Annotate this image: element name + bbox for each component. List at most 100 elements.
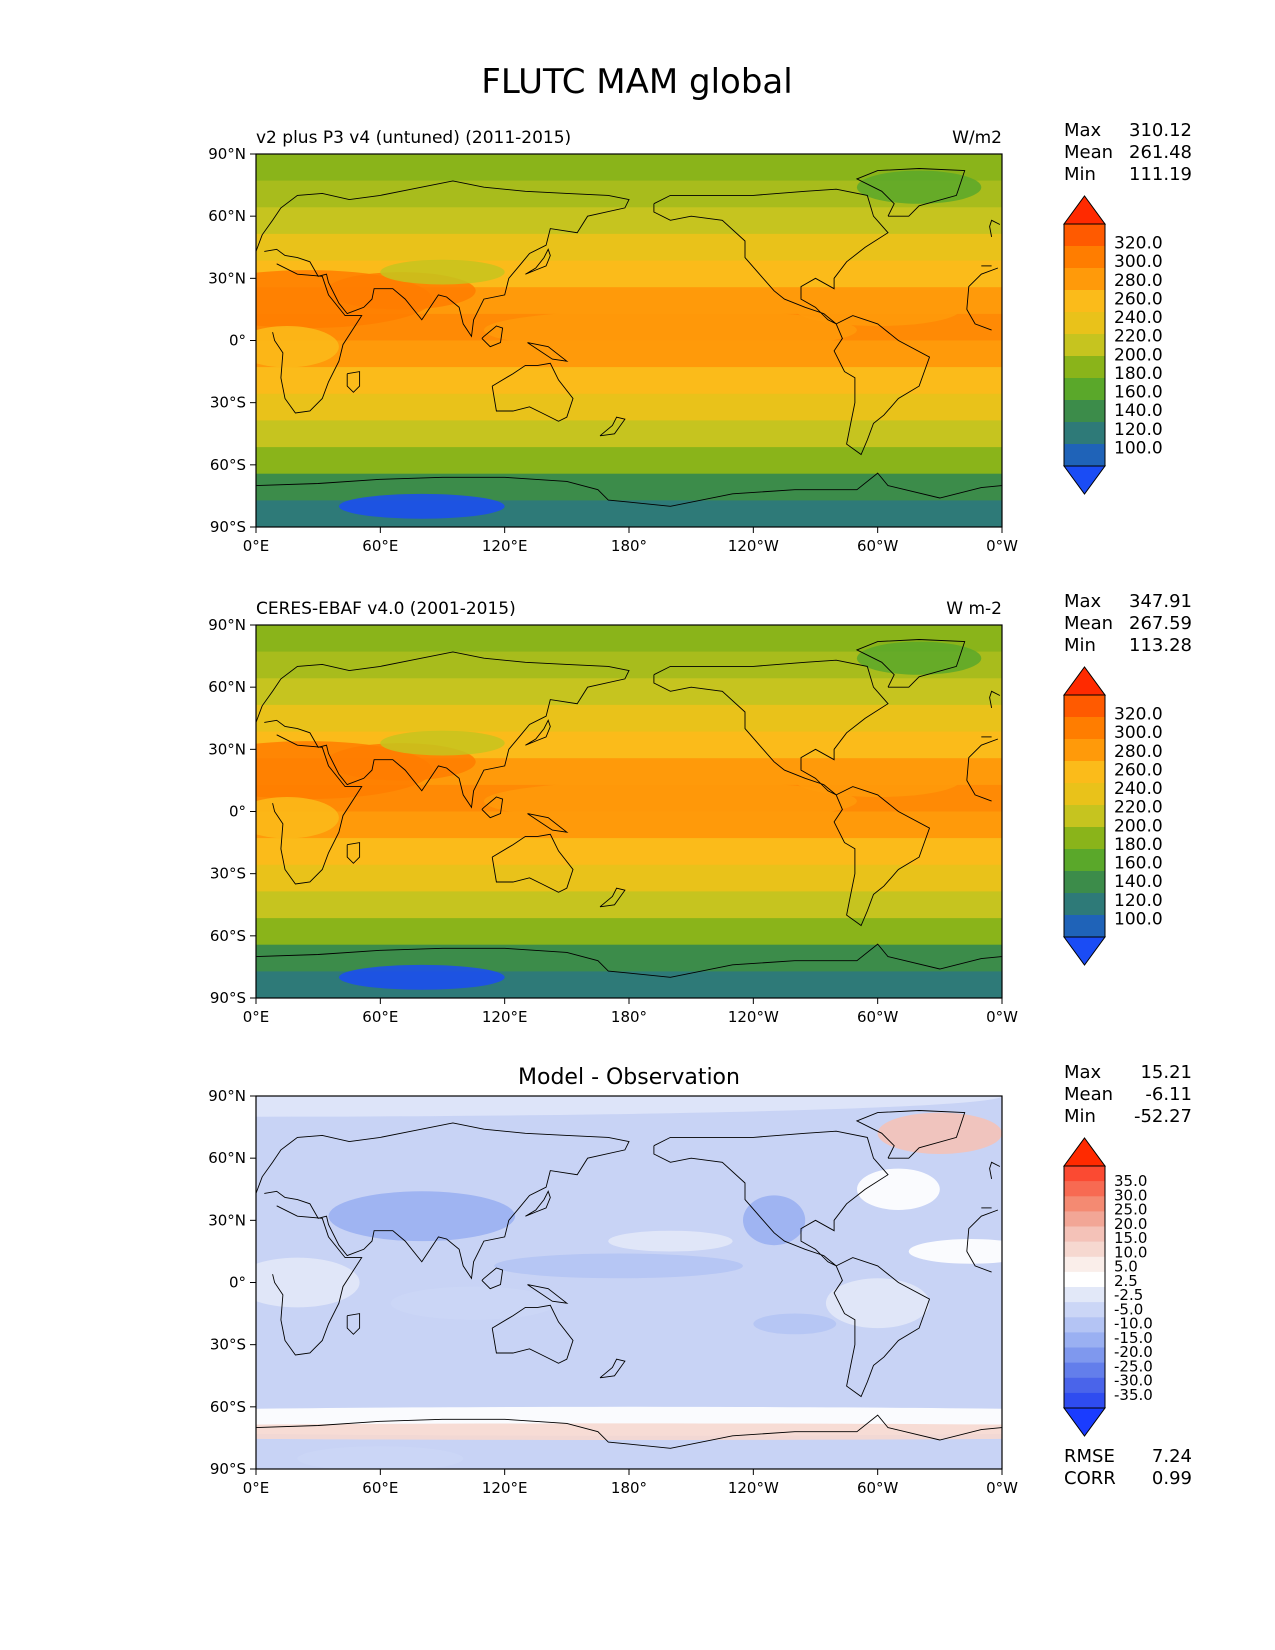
lon-tick-label: 120°E: [482, 1479, 528, 1497]
lat-tick-label: 60°N: [208, 207, 246, 225]
colorbar-extend-max: [1063, 666, 1106, 696]
lat-tick-label: 60°S: [210, 1398, 246, 1416]
colorbar-swatch: [1064, 312, 1105, 335]
stat-value: 261.48: [1129, 142, 1192, 163]
coastline: [481, 1267, 504, 1290]
colorbar-tick-label: 280.0: [1114, 271, 1163, 291]
panel-left-title: CERES-EBAF v4.0 (2001-2015): [256, 599, 516, 619]
coastline: [256, 651, 630, 809]
colorbar-tick-label: 2.5: [1114, 1272, 1138, 1290]
colorbar-tick-label: 180.0: [1114, 364, 1163, 384]
lat-tick-label: 0°: [229, 803, 246, 821]
lon-tick-label: 120°E: [482, 1008, 528, 1026]
colorbar-swatch: [1064, 849, 1105, 872]
field-feature: [794, 763, 961, 798]
colorbar-frame: [1063, 1165, 1106, 1409]
field-band: [256, 918, 1002, 946]
stat-label: Mean: [1064, 613, 1113, 634]
coastline: [527, 813, 569, 833]
lat-tick-label: 90°N: [208, 1087, 246, 1105]
colorbar-swatch: [1064, 334, 1105, 357]
coastline: [491, 1304, 574, 1364]
coastline: [272, 1205, 363, 1356]
lat-tick-label: 0°: [229, 1274, 246, 1292]
colorbar-tick-label: 180.0: [1114, 835, 1163, 855]
coastline: [966, 267, 999, 310]
field-feature: [743, 1195, 806, 1246]
lon-tick-label: 0°E: [243, 537, 270, 555]
field-band: [256, 944, 1002, 972]
coastline: [256, 180, 630, 338]
map-field: [256, 1096, 1002, 1469]
colorbar-swatch: [1064, 422, 1105, 445]
colorbar-tick-label: 30.0: [1114, 1186, 1147, 1204]
lat-tick-label: 30°S: [210, 394, 246, 412]
colorbar-tick-label: -15.0: [1114, 1329, 1153, 1347]
colorbar-tick-label: 140.0: [1114, 401, 1163, 421]
panels: v2 plus P3 v4 (untuned) (2011-2015) W/m2 9…: [208, 120, 1192, 1497]
colorbar-tick-label: -35.0: [1114, 1386, 1153, 1404]
lon-tick-label: 0°E: [243, 1008, 270, 1026]
colorbar-tick-label: 160.0: [1114, 383, 1163, 403]
coastline: [653, 188, 889, 325]
colorbar-swatch: [1064, 1271, 1105, 1288]
lat-tick-label: 60°N: [208, 1149, 246, 1167]
colorbar-extend-max: [1063, 1137, 1106, 1167]
lat-tick-label: 30°S: [210, 865, 246, 883]
colorbar-tick-label: 120.0: [1114, 420, 1163, 440]
stat-value: 15.21: [1140, 1062, 1192, 1083]
lat-tick-label: 60°S: [210, 927, 246, 945]
coastline: [966, 1251, 992, 1273]
coastline: [653, 659, 889, 796]
field-feature: [608, 1230, 733, 1252]
coastline: [989, 1161, 1001, 1179]
colorbar-tick-label: 20.0: [1114, 1215, 1147, 1233]
colorbar-swatch: [1064, 444, 1105, 467]
coastline: [346, 371, 361, 393]
field-feature: [908, 1239, 1002, 1264]
field-feature: [380, 730, 505, 756]
coastline: [989, 690, 1001, 708]
colorbar-swatch: [1064, 695, 1105, 718]
field-feature: [483, 780, 857, 822]
field-feature: [256, 1423, 1002, 1440]
lat-tick-label: 60°S: [210, 456, 246, 474]
lon-tick-label: 120°E: [482, 537, 528, 555]
colorbar-swatch: [1064, 1377, 1105, 1394]
coastline: [481, 796, 504, 819]
stat-label: Max: [1064, 1062, 1102, 1083]
lat-tick-label: 60°N: [208, 678, 246, 696]
colorbar-swatch: [1064, 1211, 1105, 1227]
colorbar-swatch: [1064, 1287, 1105, 1303]
coastline: [256, 943, 1002, 978]
field-band: [256, 891, 1002, 919]
panel-center-title: Model - Observation: [518, 1065, 740, 1090]
colorbar-tick-label: -30.0: [1114, 1372, 1153, 1390]
colorbar-tick-label: 260.0: [1114, 289, 1163, 309]
stat-value: -6.11: [1145, 1084, 1192, 1105]
colorbar-tick-label: 10.0: [1114, 1243, 1147, 1261]
colorbar-tick-label: 280.0: [1114, 742, 1163, 762]
colorbar-tick-label: 240.0: [1114, 308, 1163, 328]
colorbar-tick-label: 35.0: [1114, 1172, 1147, 1190]
field-band: [256, 704, 1002, 733]
colorbar-tick-label: 100.0: [1114, 909, 1163, 929]
coastline: [525, 719, 551, 746]
lon-tick-label: 180°: [611, 1479, 647, 1497]
colorbar-swatch: [1064, 1226, 1105, 1243]
panel-units: W m-2: [946, 599, 1002, 619]
colorbar-tick-label: -20.0: [1114, 1343, 1153, 1361]
field-band: [256, 367, 1002, 395]
lon-tick-label: 0°E: [243, 1479, 270, 1497]
colorbar-tick-label: 300.0: [1114, 723, 1163, 743]
map-field: [256, 625, 1002, 998]
panel-model: v2 plus P3 v4 (untuned) (2011-2015) W/m2 9…: [208, 120, 1192, 555]
lat-tick-label: 30°N: [208, 740, 246, 758]
colorbar-swatch: [1064, 1392, 1105, 1409]
lon-tick-label: 60°E: [362, 1479, 398, 1497]
coastline: [256, 1414, 1002, 1449]
field-feature: [256, 797, 339, 839]
coastline: [966, 1209, 999, 1252]
colorbar-tick-label: -5.0: [1114, 1300, 1143, 1318]
